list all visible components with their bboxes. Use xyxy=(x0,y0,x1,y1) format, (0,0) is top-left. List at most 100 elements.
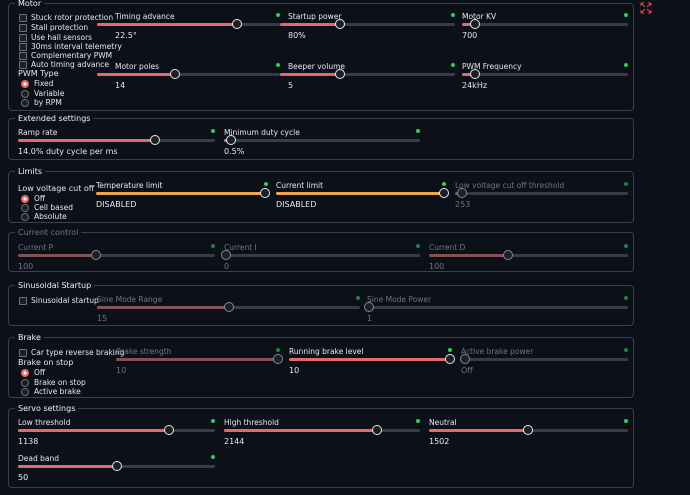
slider-track[interactable] xyxy=(462,23,628,26)
checkbox[interactable] xyxy=(19,14,27,22)
slider-label: Dead band xyxy=(18,454,60,463)
slider-track[interactable] xyxy=(280,23,455,26)
slider-value: 50 xyxy=(18,473,29,482)
slider-value: DISABLED xyxy=(96,200,137,209)
radio-button[interactable] xyxy=(21,204,29,212)
section-panel: Brake xyxy=(8,333,634,398)
radio-label[interactable]: Off xyxy=(34,194,46,203)
slider-fill xyxy=(97,73,175,76)
checkbox-label[interactable]: Stall protection xyxy=(31,23,89,32)
expand-icon[interactable] xyxy=(640,2,652,14)
checkbox-label[interactable]: Auto timing advance xyxy=(31,60,109,69)
status-dot xyxy=(264,182,268,186)
slider-knob[interactable] xyxy=(372,425,382,435)
checkbox-label[interactable]: 30ms interval telemetry xyxy=(31,42,122,51)
radio-button[interactable] xyxy=(21,80,29,88)
checkbox[interactable] xyxy=(19,43,27,51)
section-panel: Limits xyxy=(8,167,634,223)
status-dot xyxy=(356,296,360,300)
slider-value: Off xyxy=(461,366,473,375)
slider-knob[interactable] xyxy=(335,19,345,29)
slider-knob[interactable] xyxy=(164,425,174,435)
slider-knob[interactable] xyxy=(150,135,160,145)
checkbox-label[interactable]: Sinusoidal startup xyxy=(31,296,99,305)
status-dot xyxy=(624,244,628,248)
slider-knob[interactable] xyxy=(170,69,180,79)
slider-fill xyxy=(97,306,229,309)
slider-knob[interactable] xyxy=(439,188,449,198)
slider-track[interactable] xyxy=(462,73,628,76)
status-dot xyxy=(624,419,628,423)
radio-label[interactable]: Cell based xyxy=(34,203,74,212)
slider-track[interactable] xyxy=(280,73,455,76)
slider-knob[interactable] xyxy=(523,425,533,435)
slider-label: Low threshold xyxy=(18,418,71,427)
slider-knob[interactable] xyxy=(470,19,480,29)
slider-knob[interactable] xyxy=(335,69,345,79)
slider-track[interactable] xyxy=(224,254,420,257)
checkbox-label[interactable]: Stuck rotor protection xyxy=(31,13,114,22)
radio-button[interactable] xyxy=(21,99,29,107)
slider-label: Beeper volume xyxy=(288,62,346,71)
slider-fill xyxy=(280,23,340,26)
slider-knob[interactable] xyxy=(260,188,270,198)
checkbox[interactable] xyxy=(19,24,27,32)
checkbox[interactable] xyxy=(19,34,27,42)
slider-label: PWM Frequency xyxy=(462,62,522,71)
section-title: Extended settings xyxy=(15,114,94,123)
slider-knob[interactable] xyxy=(224,302,234,312)
checkbox[interactable] xyxy=(19,349,27,357)
radio-button[interactable] xyxy=(21,195,29,203)
slider-track[interactable] xyxy=(97,73,280,76)
slider-track[interactable] xyxy=(18,254,215,257)
slider-knob[interactable] xyxy=(273,354,283,364)
slider-track[interactable] xyxy=(224,139,420,142)
slider-value: 80% xyxy=(288,31,306,40)
radio-label[interactable]: Brake on stop xyxy=(34,378,86,387)
slider-knob[interactable] xyxy=(445,354,455,364)
slider-knob[interactable] xyxy=(460,354,470,364)
status-dot xyxy=(276,13,280,17)
slider-label: Ramp rate xyxy=(18,128,58,137)
slider-track[interactable] xyxy=(455,192,628,195)
radio-button[interactable] xyxy=(21,213,29,221)
radio-button[interactable] xyxy=(21,90,29,98)
radio-label[interactable]: Variable xyxy=(34,89,65,98)
slider-value: 100 xyxy=(18,262,34,271)
checkbox[interactable] xyxy=(19,297,27,305)
checkbox[interactable] xyxy=(19,61,27,69)
slider-label: Current D xyxy=(429,243,466,252)
slider-knob[interactable] xyxy=(503,250,513,260)
radio-label[interactable]: Fixed xyxy=(34,79,54,88)
slider-knob[interactable] xyxy=(226,135,236,145)
slider-knob[interactable] xyxy=(112,461,122,471)
slider-track[interactable] xyxy=(429,254,628,257)
radio-label[interactable]: Off xyxy=(34,368,46,377)
radio-label[interactable]: Active brake xyxy=(34,387,81,396)
slider-knob[interactable] xyxy=(221,250,231,260)
radio-button[interactable] xyxy=(21,379,29,387)
radio-label[interactable]: by RPM xyxy=(34,98,62,107)
slider-knob[interactable] xyxy=(91,250,101,260)
checkbox-label[interactable]: Car type reverse braking xyxy=(31,348,125,357)
slider-knob[interactable] xyxy=(457,188,467,198)
slider-track[interactable] xyxy=(367,306,628,309)
radio-button[interactable] xyxy=(21,388,29,396)
slider-track[interactable] xyxy=(116,358,280,361)
slider-knob[interactable] xyxy=(232,19,242,29)
checkbox-label[interactable]: Complementary PWM xyxy=(31,51,113,60)
slider-track[interactable] xyxy=(461,358,628,361)
slider-value: 5 xyxy=(288,81,294,90)
checkbox[interactable] xyxy=(19,52,27,60)
slider-knob[interactable] xyxy=(470,69,480,79)
checkbox-label[interactable]: Use hall sensors xyxy=(31,33,93,42)
radio-button[interactable] xyxy=(21,369,29,377)
slider-value: 0 xyxy=(224,262,230,271)
slider-value: 14 xyxy=(115,81,126,90)
section-title: Motor xyxy=(15,0,45,8)
section-panel: Extended settings xyxy=(8,114,634,160)
section-title: Servo settings xyxy=(15,404,79,413)
slider-fill xyxy=(18,139,155,142)
radio-label[interactable]: Absolute xyxy=(34,212,67,221)
slider-knob[interactable] xyxy=(364,302,374,312)
